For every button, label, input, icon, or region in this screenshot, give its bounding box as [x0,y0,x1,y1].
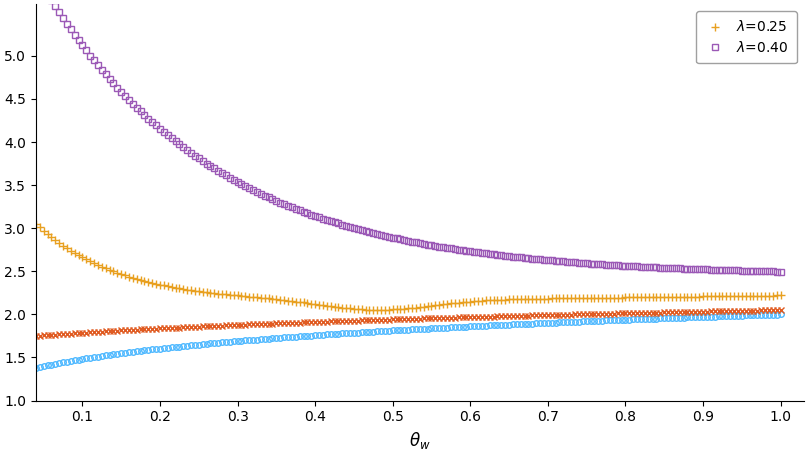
$\lambda$=0.25 [776,293,785,298]
$\lambda$=0.40 [586,261,595,266]
$\lambda$=0.00 [330,331,339,337]
$\lambda$=0.00 [590,318,600,324]
$\lambda$=0.25 [205,290,215,295]
$\lambda$=0.00 [302,333,312,339]
$\lambda$=0.00 [31,365,40,370]
$\lambda$=0.25 [590,295,600,301]
$\lambda$=0.10 [31,333,40,339]
Line: $\lambda$=0.00: $\lambda$=0.00 [33,312,783,370]
$\lambda$=0.25 [593,295,603,301]
X-axis label: $\theta_w$: $\theta_w$ [409,430,431,451]
Line: $\lambda$=0.25: $\lambda$=0.25 [32,220,785,313]
$\lambda$=0.10 [590,311,600,317]
$\lambda$=0.25 [372,307,382,313]
$\lambda$=0.00 [205,341,215,346]
Legend: $\lambda$=0.25, $\lambda$=0.40: $\lambda$=0.25, $\lambda$=0.40 [696,11,797,63]
$\lambda$=0.00 [776,312,785,317]
$\lambda$=0.25 [31,221,40,227]
$\lambda$=0.40 [493,252,503,258]
Line: $\lambda$=0.40: $\lambda$=0.40 [33,0,783,274]
$\lambda$=0.10 [302,319,312,325]
$\lambda$=0.00 [493,323,503,328]
$\lambda$=0.10 [586,311,595,317]
$\lambda$=0.10 [330,318,339,324]
$\lambda$=0.10 [493,313,503,319]
$\lambda$=0.40 [776,269,785,274]
$\lambda$=0.25 [496,297,506,303]
$\lambda$=0.10 [776,307,785,313]
$\lambda$=0.40 [205,163,215,169]
$\lambda$=0.00 [586,318,595,324]
$\lambda$=0.25 [302,300,312,306]
$\lambda$=0.40 [330,220,339,225]
$\lambda$=0.40 [590,261,600,267]
$\lambda$=0.40 [302,211,312,216]
Line: $\lambda$=0.10: $\lambda$=0.10 [33,307,784,339]
$\lambda$=0.25 [330,304,339,309]
$\lambda$=0.10 [205,324,215,329]
